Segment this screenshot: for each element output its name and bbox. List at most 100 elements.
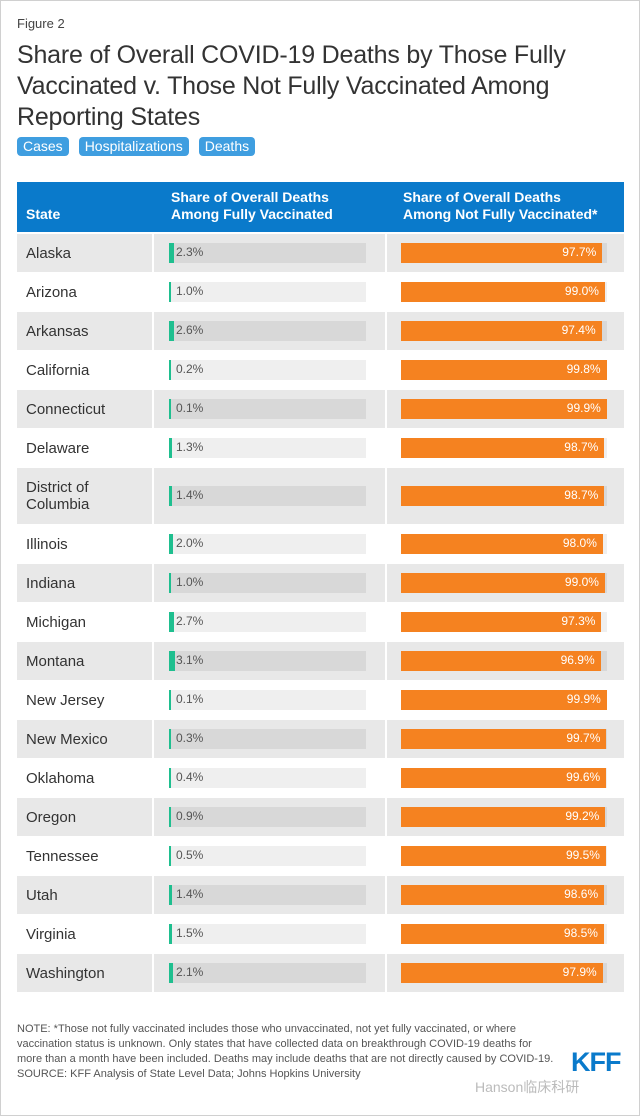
vaccinated-bar-track: 3.1%: [169, 651, 366, 671]
vaccinated-bar: [169, 963, 174, 983]
vaccinated-bar: [169, 573, 171, 593]
not-vaccinated-bar: [401, 651, 601, 671]
table-row: Indiana 1.0% 99.0%: [17, 564, 624, 603]
not-vaccinated-value: 98.5%: [563, 926, 598, 940]
header-not-vaccinated: Share of Overall Deaths Among Not Fully V…: [403, 189, 597, 223]
vaccinated-value: 1.4%: [176, 488, 204, 502]
not-vaccinated-bar: [401, 924, 604, 944]
vaccinated-cell: 0.1%: [154, 681, 387, 719]
kff-logo: KFF: [571, 1047, 621, 1077]
vaccinated-bar: [169, 612, 175, 632]
vaccinated-bar-track: 1.0%: [169, 282, 366, 302]
not-vaccinated-bar: [401, 360, 607, 380]
not-vaccinated-bar: [401, 885, 605, 905]
vaccinated-value: 0.3%: [176, 731, 204, 745]
vaccinated-value: 1.0%: [176, 575, 204, 589]
deaths-button[interactable]: Deaths: [198, 137, 256, 156]
table-row: Michigan 2.7% 97.3%: [17, 603, 624, 642]
vaccinated-bar: [169, 768, 171, 788]
not-vaccinated-cell: 98.7%: [387, 429, 624, 467]
vaccinated-cell: 0.3%: [154, 720, 387, 758]
hospitalizations-button[interactable]: Hospitalizations: [78, 137, 189, 156]
vaccinated-value: 1.3%: [176, 440, 204, 454]
not-vaccinated-cell: 99.0%: [387, 273, 624, 311]
header-state: State: [26, 206, 61, 222]
state-cell: California: [17, 351, 154, 389]
header-vaccinated-line2: Among Fully Vaccinated: [171, 206, 333, 222]
header-vaccinated: Share of Overall Deaths Among Fully Vacci…: [171, 189, 333, 223]
not-vaccinated-bar-track: 97.4%: [401, 321, 607, 341]
vaccinated-cell: 0.4%: [154, 759, 387, 797]
state-cell: Arkansas: [17, 312, 154, 350]
cases-button[interactable]: Cases: [17, 137, 69, 156]
not-vaccinated-value: 98.0%: [562, 536, 597, 550]
vaccinated-bar: [169, 321, 175, 341]
not-vaccinated-cell: 99.6%: [387, 759, 624, 797]
not-vaccinated-bar-track: 96.9%: [401, 651, 607, 671]
table-row: Utah 1.4% 98.6%: [17, 876, 624, 915]
not-vaccinated-value: 97.4%: [561, 323, 596, 337]
vaccinated-bar: [169, 846, 171, 866]
not-vaccinated-value: 98.7%: [564, 440, 599, 454]
state-cell: Arizona: [17, 273, 154, 311]
vaccinated-bar: [169, 399, 171, 419]
not-vaccinated-bar-track: 98.7%: [401, 438, 607, 458]
not-vaccinated-bar: [401, 438, 605, 458]
vaccinated-value: 2.6%: [176, 323, 204, 337]
not-vaccinated-bar-track: 99.8%: [401, 360, 607, 380]
vaccinated-bar: [169, 243, 174, 263]
vaccinated-bar: [169, 729, 171, 749]
not-vaccinated-bar-track: 99.2%: [401, 807, 607, 827]
vaccinated-bar-track: 2.0%: [169, 534, 366, 554]
vaccinated-bar-track: 2.7%: [169, 612, 366, 632]
table-row: Arizona 1.0% 99.0%: [17, 273, 624, 312]
vaccinated-value: 0.1%: [176, 692, 204, 706]
not-vaccinated-bar-track: 99.0%: [401, 282, 607, 302]
vaccinated-cell: 1.0%: [154, 273, 387, 311]
table-row: New Jersey 0.1% 99.9%: [17, 681, 624, 720]
vaccinated-bar-track: 1.3%: [169, 438, 366, 458]
not-vaccinated-cell: 99.0%: [387, 564, 624, 602]
vaccinated-bar-track: 0.5%: [169, 846, 366, 866]
state-cell: New Jersey: [17, 681, 154, 719]
vaccinated-value: 0.1%: [176, 401, 204, 415]
state-cell: Oklahoma: [17, 759, 154, 797]
not-vaccinated-value: 99.7%: [566, 731, 601, 745]
state-cell: Indiana: [17, 564, 154, 602]
state-cell: Tennessee: [17, 837, 154, 875]
not-vaccinated-value: 99.9%: [566, 401, 601, 415]
not-vaccinated-bar-track: 98.6%: [401, 885, 607, 905]
vaccinated-bar: [169, 282, 171, 302]
state-cell: Washington: [17, 954, 154, 992]
vaccinated-value: 0.4%: [176, 770, 204, 784]
not-vaccinated-value: 99.0%: [564, 575, 599, 589]
vaccinated-bar-track: 2.6%: [169, 321, 366, 341]
not-vaccinated-bar: [401, 321, 602, 341]
table-row: District of Columbia 1.4% 98.7%: [17, 468, 624, 525]
table-body: Alaska 2.3% 97.7% Arizona 1.0% 99.0% Arkansas 2…: [17, 234, 624, 993]
not-vaccinated-bar: [401, 573, 605, 593]
not-vaccinated-value: 99.0%: [564, 284, 599, 298]
vaccinated-cell: 1.4%: [154, 876, 387, 914]
not-vaccinated-cell: 98.6%: [387, 876, 624, 914]
vaccinated-value: 0.2%: [176, 362, 204, 376]
vaccinated-cell: 2.6%: [154, 312, 387, 350]
header-not-vaccinated-line1: Share of Overall Deaths: [403, 189, 561, 205]
table-row: Montana 3.1% 96.9%: [17, 642, 624, 681]
vaccinated-bar-track: 1.5%: [169, 924, 366, 944]
not-vaccinated-cell: 98.0%: [387, 525, 624, 563]
state-cell: Oregon: [17, 798, 154, 836]
not-vaccinated-bar: [401, 846, 606, 866]
table-header: State Share of Overall Deaths Among Fully…: [17, 182, 624, 234]
metric-toggle-group: Cases Hospitalizations Deaths: [17, 137, 256, 156]
vaccinated-cell: 1.3%: [154, 429, 387, 467]
state-cell: Delaware: [17, 429, 154, 467]
data-table: State Share of Overall Deaths Among Fully…: [17, 182, 624, 993]
vaccinated-cell: 2.0%: [154, 525, 387, 563]
vaccinated-cell: 0.5%: [154, 837, 387, 875]
vaccinated-bar: [169, 534, 173, 554]
vaccinated-value: 1.4%: [176, 887, 204, 901]
not-vaccinated-bar-track: 99.7%: [401, 729, 607, 749]
not-vaccinated-cell: 97.4%: [387, 312, 624, 350]
not-vaccinated-bar-track: 99.9%: [401, 690, 607, 710]
